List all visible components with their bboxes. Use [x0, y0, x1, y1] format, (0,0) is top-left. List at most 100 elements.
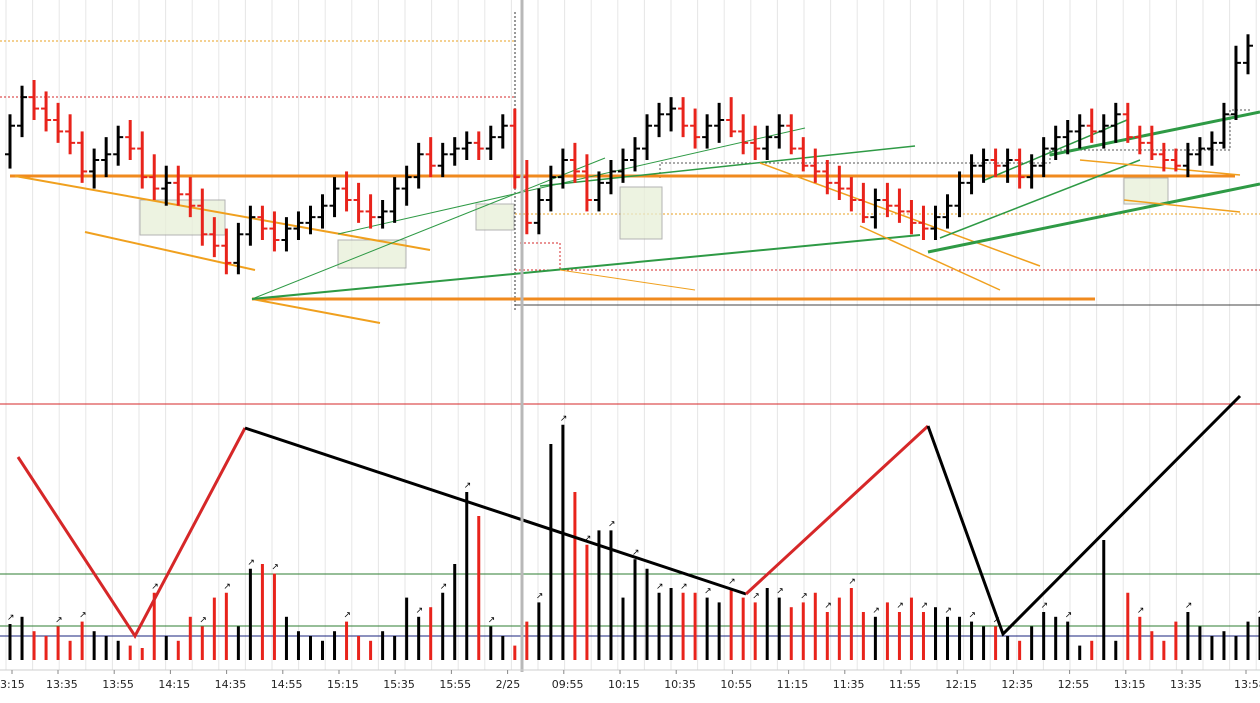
- price-bar: [461, 131, 472, 160]
- price-bar: [1218, 102, 1229, 149]
- trend-line: [939, 159, 1141, 239]
- price-bar: [858, 182, 869, 223]
- price-bar: [1050, 125, 1061, 160]
- price-bar: [798, 137, 809, 172]
- volume-arrow-marker: ↗: [584, 534, 592, 544]
- x-tick-label: 10:15: [608, 678, 640, 691]
- consolidation-zones: [139, 177, 1169, 269]
- x-tick-label: 15:35: [383, 678, 415, 691]
- volume-arrow-marker: ↗: [680, 582, 688, 592]
- volume-panel: ↗↗↗↗↗↗↗↗↗↗↗↗↗↗↗↗↗↗↗↗↗↗↗↗↗↗↗↗↗↗↗↗↗↗↗↗↗↗↗: [0, 414, 1260, 660]
- price-bar: [918, 205, 929, 240]
- volume-arrow-marker: ↗: [271, 563, 279, 573]
- price-bar: [269, 211, 280, 252]
- x-tick-label: 15:55: [439, 678, 471, 691]
- price-bar: [329, 177, 340, 218]
- price-bar: [149, 154, 160, 200]
- price-bar: [1074, 114, 1085, 149]
- volume-arrow-marker: ↗: [344, 611, 352, 621]
- price-bar: [1026, 154, 1037, 189]
- price-bar: [978, 148, 989, 183]
- price-bar: [437, 142, 448, 178]
- price-bar: [834, 165, 845, 200]
- price-bar: [786, 114, 797, 155]
- volume-arrow-marker: ↗: [440, 582, 448, 592]
- price-bar: [1170, 148, 1181, 172]
- price-bar: [449, 137, 460, 166]
- price-bar: [642, 114, 653, 160]
- price-bar: [1158, 142, 1169, 172]
- trend-line: [251, 298, 381, 324]
- price-bar: [209, 217, 220, 258]
- volume-arrow-marker: ↗: [464, 481, 472, 491]
- price-bar: [942, 194, 953, 229]
- price-bar: [113, 125, 124, 166]
- consolidation-zone: [475, 203, 515, 231]
- price-bar: [630, 137, 641, 172]
- price-bar: [473, 131, 484, 160]
- price-bar: [1134, 125, 1145, 155]
- trend-line: [14, 175, 431, 251]
- x-tick-label: 12:15: [945, 678, 977, 691]
- price-bar: [966, 154, 977, 195]
- volume-arrow-marker: ↗: [1137, 606, 1145, 616]
- price-bar: [41, 91, 52, 132]
- volume-arrow-marker: ↗: [151, 582, 159, 592]
- price-bar: [89, 148, 100, 189]
- price-bar: [954, 171, 965, 218]
- price-bar: [581, 154, 592, 212]
- volume-arrow-marker: ↗: [800, 591, 808, 601]
- price-bar: [617, 148, 628, 183]
- price-bar: [1122, 102, 1133, 143]
- volume-arrow-marker: ↗: [752, 591, 760, 601]
- price-bar: [1086, 108, 1097, 143]
- price-bar: [702, 114, 713, 149]
- price-bar: [425, 137, 436, 178]
- price-bar: [17, 85, 28, 138]
- price-bar: [509, 108, 520, 189]
- price-bar: [101, 137, 112, 178]
- price-bar: [413, 142, 424, 189]
- x-tick-label: 14:55: [271, 678, 303, 691]
- trend-line: [539, 145, 916, 187]
- zigzag-black-segment: [244, 426, 747, 596]
- trend-line: [337, 127, 806, 235]
- price-bar: [77, 131, 88, 183]
- price-bar: [1014, 148, 1025, 189]
- price-bar: [281, 217, 292, 252]
- trend-line: [559, 269, 696, 291]
- consolidation-zone: [1123, 177, 1169, 205]
- x-tick-label: 11:55: [889, 678, 921, 691]
- price-bars: [5, 34, 1253, 275]
- price-bar: [137, 131, 148, 189]
- price-bar: [1038, 137, 1049, 178]
- trend-line: [859, 225, 1001, 291]
- x-tick-label: 2/25: [496, 678, 521, 691]
- volume-arrow-marker: ↗: [776, 587, 784, 597]
- x-tick-label: 13:35: [46, 678, 78, 691]
- consolidation-zone: [619, 186, 663, 240]
- price-bar: [389, 177, 400, 223]
- price-bar: [1062, 120, 1073, 155]
- x-tick-label: 13:15: [1114, 678, 1146, 691]
- x-tick-label: 15:15: [327, 678, 359, 691]
- price-bar: [726, 97, 737, 138]
- zigzag-red-segment: [16, 427, 247, 639]
- volume-arrow-marker: ↗: [704, 587, 712, 597]
- x-tick-label: 12:55: [1058, 678, 1090, 691]
- price-bar: [882, 182, 893, 218]
- price-bar: [1206, 131, 1217, 166]
- volume-arrow-marker: ↗: [1257, 606, 1260, 616]
- volume-arrow-marker: ↗: [1065, 611, 1073, 621]
- trend-line: [251, 234, 921, 300]
- trend-line: [1079, 159, 1241, 176]
- x-tick-label: 13:58: [1234, 678, 1260, 691]
- x-tick-label: 3:15: [0, 678, 25, 691]
- zigzag-lines: [16, 394, 1242, 639]
- price-bar: [353, 182, 364, 223]
- volume-arrow-marker: ↗: [608, 519, 616, 529]
- volume-arrow-marker: ↗: [920, 601, 928, 611]
- price-bar: [1098, 114, 1109, 149]
- volume-arrow-marker: ↗: [536, 591, 544, 601]
